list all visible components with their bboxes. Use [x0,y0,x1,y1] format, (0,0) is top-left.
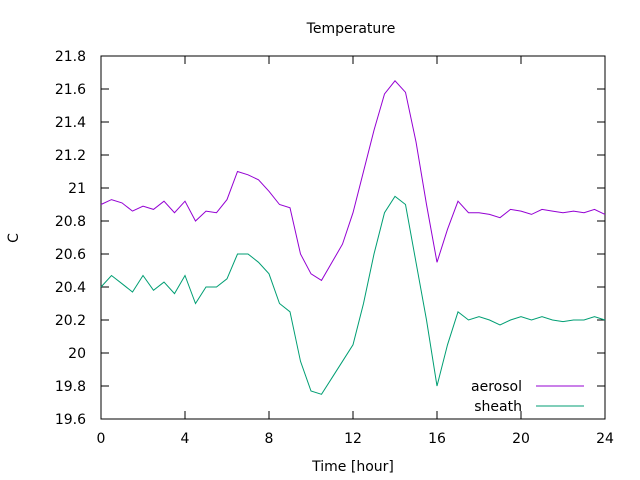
x-axis: 0 4 8 12 16 20 24 [97,56,614,447]
chart-title: Temperature [306,21,396,37]
series-layer [100,80,606,395]
x-tick-label: 20 [512,431,530,447]
x-tick-label: 0 [97,431,106,447]
x-tick-label: 24 [596,431,614,447]
y-tick-label: 19.8 [55,379,86,395]
y-tick-label: 21.8 [55,49,86,65]
x-axis-label: Time [hour] [311,459,394,475]
y-tick-label: 20.6 [55,247,86,263]
y-axis-label: C [6,233,22,243]
y-tick-label: 21.2 [55,148,86,164]
x-tick-label: 8 [265,431,274,447]
x-tick-label: 4 [181,431,190,447]
legend-label-aerosol: aerosol [471,379,522,395]
y-tick-label: 19.6 [55,412,86,428]
y-tick-label: 21.6 [55,82,86,98]
y-tick-label: 20.8 [55,214,86,230]
plot-area-frame [100,55,606,420]
x-tick-label: 16 [428,431,446,447]
legend-label-sheath: sheath [474,399,522,415]
series-line-aerosol [100,80,606,282]
legend: aerosol sheath [471,379,584,415]
series-line-sheath [100,195,606,395]
y-tick-label: 20.2 [55,313,86,329]
y-tick-label: 21.4 [55,115,86,131]
y-axis: 19.6 19.8 20 20.2 20.4 20.6 20.8 21 21.2 21.4 21.6… [55,49,605,428]
y-tick-label: 20 [68,346,86,362]
y-tick-label: 21 [68,181,86,197]
y-tick-label: 20.4 [55,280,86,296]
x-tick-label: 12 [344,431,362,447]
